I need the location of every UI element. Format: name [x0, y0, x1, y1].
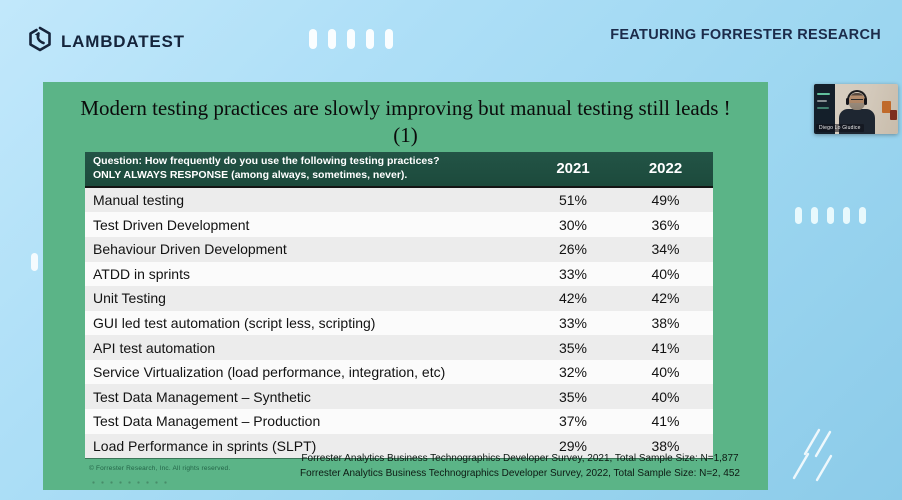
decor-pill: [347, 29, 355, 49]
practice-label: Test Data Management – Synthetic: [93, 388, 311, 405]
source-line-2021: Forrester Analytics Business Technograph…: [301, 453, 739, 464]
practice-label: Manual testing: [93, 192, 185, 209]
table-body: Manual testing 51% 49% Test Driven Developm…: [85, 187, 713, 459]
decor-pill: [843, 207, 850, 224]
decor-pill: [328, 29, 336, 49]
table-row: Manual testing 51% 49%: [85, 187, 713, 213]
value-2022: 34%: [651, 241, 680, 258]
wall-picture-frame: [890, 110, 897, 120]
lambdatest-logo-icon: [27, 26, 53, 57]
value-2022: 40%: [651, 364, 680, 381]
practice-label: Test Driven Development: [93, 216, 250, 233]
table-row: Test Data Management – Synthetic 35% 40%: [85, 384, 713, 410]
value-2021: 32%: [558, 364, 588, 381]
decor-pill: [385, 29, 393, 49]
practice-label: Service Virtualization (load performance…: [93, 364, 446, 381]
wall-picture-frame: [882, 101, 891, 113]
value-2021: 30%: [558, 216, 588, 233]
question-line-2: ONLY ALWAYS RESPONSE (among always, some…: [93, 168, 408, 181]
column-header-2022: 2022: [648, 160, 683, 178]
value-2022: 42%: [651, 290, 680, 307]
value-2021: 51%: [558, 192, 588, 209]
copyright-note: © Forrester Research, Inc. All rights re…: [89, 465, 231, 472]
table-row: ATDD in sprints 33% 40%: [85, 261, 713, 287]
value-2022: 40%: [651, 265, 680, 282]
value-2021: 26%: [558, 241, 588, 258]
value-2021: 33%: [558, 314, 588, 331]
practice-label: Unit Testing: [93, 290, 166, 307]
table-header-row: Question: How frequently do you use the …: [85, 152, 713, 188]
left-decor-pill: [31, 253, 38, 271]
decor-pill: [309, 29, 317, 49]
decor-pill: [827, 207, 834, 224]
table-row: Test Data Management – Production 37% 41%: [85, 409, 713, 434]
source-footnotes: Forrester Analytics Business Technograph…: [300, 451, 740, 481]
right-decor-dots: [795, 207, 866, 224]
table-row: Service Virtualization (load performance…: [85, 359, 713, 385]
value-2022: 49%: [651, 192, 680, 209]
top-decor-dots: [309, 29, 393, 49]
featuring-banner: FEATURING FORRESTER RESEARCH: [610, 27, 881, 43]
table-question-cell: Question: How frequently do you use the …: [85, 152, 528, 186]
table-row: Behaviour Driven Development 26% 34%: [85, 236, 713, 262]
practice-label: API test automation: [93, 339, 216, 356]
presentation-slide: Modern testing practices are slowly impr…: [43, 82, 768, 490]
value-2021: 37%: [558, 413, 588, 430]
value-2022: 38%: [651, 437, 680, 454]
testing-practices-table: Question: How frequently do you use the …: [85, 152, 713, 459]
decor-pill: [366, 29, 374, 49]
value-2022: 40%: [651, 388, 680, 405]
practice-label: Load Performance in sprints (SLPT): [93, 437, 317, 454]
value-2022: 41%: [651, 413, 680, 430]
table-row: Unit Testing 42% 42%: [85, 286, 713, 311]
practice-label: ATDD in sprints: [93, 265, 190, 282]
value-2021: 42%: [558, 290, 588, 307]
value-2021: 29%: [558, 437, 588, 454]
lambdatest-logo-text: LAMBDATEST: [61, 31, 185, 51]
column-header-2021: 2021: [556, 160, 590, 178]
decor-pill: [811, 207, 818, 224]
decor-pill: [859, 207, 866, 224]
question-line-1: Question: How frequently do you use the …: [93, 155, 440, 167]
table-row: Test Driven Development 30% 36%: [85, 212, 713, 237]
diagonal-slashes-decor: [792, 428, 833, 482]
value-2021: 33%: [558, 265, 588, 282]
practice-label: Behaviour Driven Development: [93, 241, 287, 258]
value-2021: 35%: [558, 388, 588, 405]
practice-label: Test Data Management – Production: [93, 413, 321, 430]
table-row: GUI led test automation (script less, sc…: [85, 310, 713, 336]
value-2022: 41%: [651, 339, 680, 356]
headphones-band: [847, 90, 867, 101]
value-2021: 35%: [558, 339, 588, 356]
slide-title: Modern testing practices are slowly impr…: [80, 96, 731, 148]
lambdatest-logo[interactable]: LAMBDATEST: [27, 26, 185, 57]
value-2022: 38%: [651, 314, 680, 331]
decor-pill: [795, 207, 802, 224]
background-monitor: [814, 84, 835, 134]
table-row: Load Performance in sprints (SLPT) 29% 38%: [85, 433, 713, 459]
dotted-line-decor: [89, 481, 173, 484]
practice-label: GUI led test automation (script less, sc…: [93, 314, 376, 331]
source-line-2022: Forrester Analytics Business Technograph…: [300, 468, 740, 479]
table-row: API test automation 35% 41%: [85, 335, 713, 360]
headphone-earcup: [864, 98, 868, 105]
webcam-video-tile[interactable]: Diego Lo Giudice: [814, 84, 898, 134]
participant-name-label: Diego Lo Giudice: [816, 124, 864, 132]
headphone-earcup: [846, 98, 850, 105]
value-2022: 36%: [651, 216, 680, 233]
